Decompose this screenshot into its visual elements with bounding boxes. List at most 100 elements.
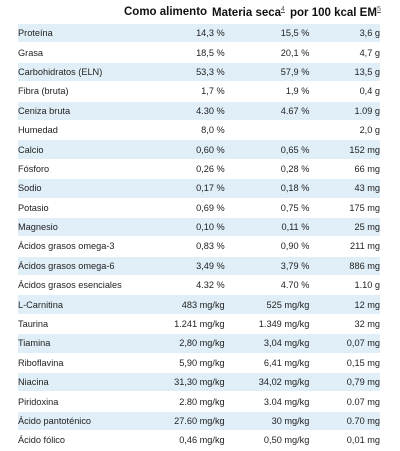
value-por-100-kcal: 211 mg xyxy=(309,237,380,257)
header-por-100-kcal-label: por 100 kcal EM xyxy=(290,6,377,19)
header-como-alimento: Como alimento xyxy=(124,6,208,18)
value-como-alimento: 14,3 % xyxy=(139,24,225,44)
value-como-alimento: 0,26 % xyxy=(139,159,225,180)
value-materia-seca: 3,79 % xyxy=(224,256,310,277)
footnote-link-5[interactable]: 5 xyxy=(376,6,381,13)
table-row: Grasa 18,5 % 20,1 % 4,7 g xyxy=(18,43,380,63)
nutrient-name: Magnesio xyxy=(18,217,140,238)
value-por-100-kcal: 3,6 g xyxy=(309,24,380,44)
value-por-100-kcal: 1.09 g xyxy=(309,101,380,121)
table-row: Riboflavina 5,90 mg/kg 6,41 mg/kg 0,15 mg xyxy=(18,353,380,374)
value-como-alimento: 1.241 mg/kg xyxy=(139,314,225,335)
table-row: Ácido pantoténico 27.60 mg/kg 30 mg/kg 0.70… xyxy=(18,411,380,432)
value-materia-seca: 15,5 % xyxy=(224,24,310,44)
value-por-100-kcal: 12 mg xyxy=(309,295,380,315)
header-materia-seca: Materia seca4 xyxy=(212,6,285,19)
value-materia-seca: 0,90 % xyxy=(224,237,310,257)
value-como-alimento: 3,49 % xyxy=(139,256,225,277)
value-materia-seca: 0,50 mg/kg xyxy=(224,431,310,451)
value-materia-seca: 1,9 % xyxy=(224,82,310,102)
value-como-alimento: 0,10 % xyxy=(139,217,225,238)
nutrient-name: Sodio xyxy=(18,179,140,199)
nutrient-name: Potasio xyxy=(18,198,140,218)
value-materia-seca: 0,18 % xyxy=(224,179,310,199)
value-como-alimento: 31,30 mg/kg xyxy=(139,373,225,393)
value-materia-seca: 30 mg/kg xyxy=(224,411,310,432)
table-row: Tiamina 2,80 mg/kg 3,04 mg/kg 0,07 mg xyxy=(18,334,380,354)
value-como-alimento: 5,90 mg/kg xyxy=(139,353,225,374)
table-row: Fibra (bruta) 1,7 % 1,9 % 0,4 g xyxy=(18,82,380,102)
nutrient-name: Ácidos grasos omega-3 xyxy=(18,237,140,257)
value-como-alimento: 1,7 % xyxy=(139,82,225,102)
header-materia-seca-label: Materia seca xyxy=(212,6,282,19)
nutrient-name: Calcio xyxy=(18,140,140,160)
value-materia-seca: 4.67 % xyxy=(224,101,310,121)
value-por-100-kcal: 43 mg xyxy=(309,179,380,199)
table-row: Calcio 0,60 % 0,65 % 152 mg xyxy=(18,140,380,160)
table-row: Ácidos grasos omega-3 0,83 % 0,90 % 211 mg xyxy=(18,237,380,257)
value-como-alimento: 18,5 % xyxy=(139,43,225,63)
value-como-alimento: 0,46 mg/kg xyxy=(139,431,225,451)
nutrient-name: Niacina xyxy=(18,373,140,393)
value-materia-seca xyxy=(224,120,310,141)
value-materia-seca: 0,11 % xyxy=(224,217,310,238)
value-materia-seca: 1.349 mg/kg xyxy=(224,314,310,335)
value-como-alimento: 483 mg/kg xyxy=(139,295,225,315)
value-materia-seca: 34,02 mg/kg xyxy=(224,373,310,393)
nutrient-name: Grasa xyxy=(18,43,140,63)
nutrition-table: Proteína 14,3 % 15,5 % 3,6 g Grasa 18,5 % 20,1… xyxy=(18,24,380,451)
value-como-alimento: 0,17 % xyxy=(139,179,225,199)
table-row: Ácidos grasos omega-6 3,49 % 3,79 % 886 mg xyxy=(18,256,380,277)
nutrient-name: Tiamina xyxy=(18,334,140,354)
value-como-alimento: 0,60 % xyxy=(139,140,225,160)
table-row: Ácidos grasos esenciales 4.32 % 4.70 % 1.10… xyxy=(18,276,380,296)
value-por-100-kcal: 0.07 mg xyxy=(309,392,380,412)
value-por-100-kcal: 25 mg xyxy=(309,217,380,238)
value-como-alimento: 0,83 % xyxy=(139,237,225,257)
value-como-alimento: 2,80 mg/kg xyxy=(139,334,225,354)
value-materia-seca: 0,75 % xyxy=(224,198,310,218)
value-materia-seca: 3.04 mg/kg xyxy=(224,392,310,412)
table-row: Piridoxina 2.80 mg/kg 3.04 mg/kg 0.07 mg xyxy=(18,392,380,412)
nutrient-name: Ácidos grasos esenciales xyxy=(18,276,140,296)
value-por-100-kcal: 1.10 g xyxy=(309,276,380,296)
nutrient-name: L-Carnitina xyxy=(18,295,140,315)
header-por-100-kcal: por 100 kcal EM5 xyxy=(290,6,381,19)
nutrient-name: Ceniza bruta xyxy=(18,101,140,121)
value-por-100-kcal: 886 mg xyxy=(309,256,380,277)
value-por-100-kcal: 2,0 g xyxy=(309,120,380,141)
nutrient-name: Riboflavina xyxy=(18,353,140,374)
footnote-link-4[interactable]: 4 xyxy=(281,6,285,13)
value-por-100-kcal: 0,15 mg xyxy=(309,353,380,374)
value-como-alimento: 8,0 % xyxy=(139,120,225,141)
value-materia-seca: 3,04 mg/kg xyxy=(224,334,310,354)
value-por-100-kcal: 4,7 g xyxy=(309,43,380,63)
value-como-alimento: 2.80 mg/kg xyxy=(139,392,225,412)
nutrient-name: Ácido pantoténico xyxy=(18,411,140,432)
nutrient-name: Humedad xyxy=(18,120,140,141)
table-row: Fósforo 0,26 % 0,28 % 66 mg xyxy=(18,159,380,180)
table-row: Ácido fólico 0,46 mg/kg 0,50 mg/kg 0,01 mg xyxy=(18,431,380,451)
value-por-100-kcal: 32 mg xyxy=(309,314,380,335)
value-por-100-kcal: 152 mg xyxy=(309,140,380,160)
table-row: Niacina 31,30 mg/kg 34,02 mg/kg 0,79 mg xyxy=(18,373,380,393)
table-row: Ceniza bruta 4.30 % 4.67 % 1.09 g xyxy=(18,101,380,121)
value-por-100-kcal: 66 mg xyxy=(309,159,380,180)
value-por-100-kcal: 0.70 mg xyxy=(309,411,380,432)
value-por-100-kcal: 0,07 mg xyxy=(309,334,380,354)
table-row: Sodio 0,17 % 0,18 % 43 mg xyxy=(18,179,380,199)
nutrient-name: Ácido fólico xyxy=(18,431,140,451)
nutrient-name: Proteína xyxy=(18,24,140,44)
table-row: Magnesio 0,10 % 0,11 % 25 mg xyxy=(18,217,380,238)
value-por-100-kcal: 175 mg xyxy=(309,198,380,218)
table-row: L-Carnitina 483 mg/kg 525 mg/kg 12 mg xyxy=(18,295,380,315)
value-materia-seca: 57,9 % xyxy=(224,62,310,83)
value-como-alimento: 27.60 mg/kg xyxy=(139,411,225,432)
table-row: Humedad 8,0 % 2,0 g xyxy=(18,120,380,141)
value-como-alimento: 4.32 % xyxy=(139,276,225,296)
value-como-alimento: 4.30 % xyxy=(139,101,225,121)
nutrition-table-container: Como alimento Materia seca4 por 100 kcal… xyxy=(18,6,381,446)
value-materia-seca: 0,65 % xyxy=(224,140,310,160)
nutrient-name: Piridoxina xyxy=(18,392,140,412)
value-por-100-kcal: 0,79 mg xyxy=(309,373,380,393)
